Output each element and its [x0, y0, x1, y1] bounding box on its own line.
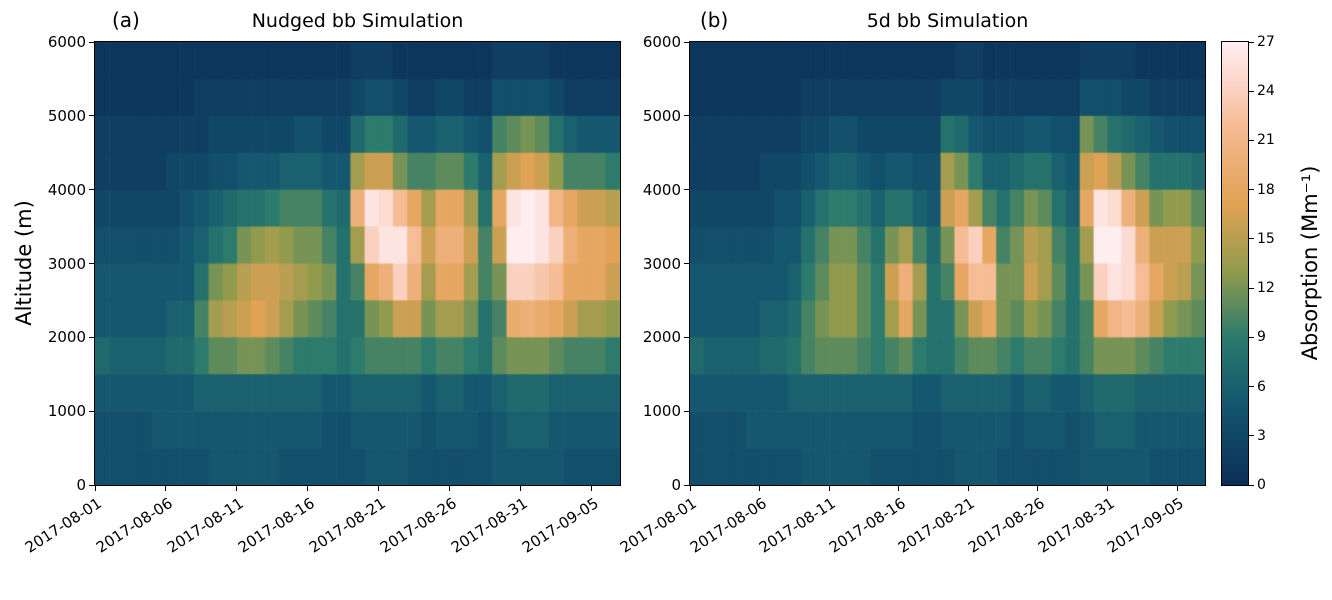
y-tick-mark [89, 115, 94, 117]
y-tick-label: 3000 [47, 254, 86, 273]
x-tick-label: 2017-08-16 [234, 494, 318, 557]
colorbar-label: Absorption (Mm⁻¹) [1298, 165, 1322, 361]
colorbar-tick-label: 18 [1257, 181, 1275, 198]
y-tick-mark [89, 263, 94, 264]
x-tick-mark [520, 486, 522, 491]
panel-a-title: Nudged bb Simulation [251, 10, 464, 32]
x-tick-mark [689, 486, 691, 491]
x-tick-label: 2017-08-31 [1034, 494, 1118, 557]
colorbar-tick-label: 15 [1257, 230, 1275, 247]
heatmap-canvas-a [95, 42, 620, 485]
colorbar-tick-label: 3 [1257, 427, 1266, 444]
y-tick-label: 1000 [47, 402, 86, 421]
y-tick-mark [89, 189, 94, 191]
y-tick-label: 5000 [642, 106, 681, 125]
colorbar-tick-label: 21 [1257, 132, 1275, 149]
y-tick-label: 0 [671, 476, 681, 494]
x-tick-mark [967, 486, 969, 491]
colorbar-tick-mark [1249, 139, 1254, 141]
y-tick-mark [684, 41, 689, 43]
x-tick-label: 2017-08-31 [447, 494, 531, 557]
x-tick-mark [94, 486, 96, 491]
y-tick-mark [89, 410, 94, 412]
y-tick-label: 6000 [642, 33, 681, 51]
y-tick-label: 2000 [642, 328, 681, 347]
colorbar-tick-mark [1249, 41, 1254, 43]
x-tick-mark [449, 486, 451, 491]
x-tick-mark [236, 486, 238, 491]
y-tick-mark [684, 336, 689, 338]
x-tick-mark [307, 486, 309, 491]
x-tick-label: 2017-08-01 [616, 494, 700, 557]
y-tick-label: 1000 [642, 402, 681, 421]
x-tick-label: 2017-09-05 [1104, 494, 1187, 557]
colorbar-tick-mark [1249, 336, 1254, 338]
y-tick-mark [89, 41, 94, 43]
x-tick-mark [1037, 486, 1039, 491]
x-tick-label: 2017-08-21 [305, 494, 389, 557]
colorbar-tick-mark [1249, 189, 1254, 191]
colorbar-tick-mark [1249, 90, 1254, 92]
panel-b-title: 5d bb Simulation [866, 10, 1029, 32]
colorbar-tick-label: 6 [1257, 378, 1266, 395]
y-tick-label: 4000 [642, 180, 681, 199]
y-tick-mark [684, 484, 689, 486]
colorbar-tick-label: 12 [1257, 280, 1275, 297]
colorbar-tick-label: 27 [1257, 34, 1275, 50]
y-tick-mark [89, 336, 94, 338]
x-tick-mark [1107, 486, 1109, 491]
y-tick-mark [89, 484, 94, 486]
y-tick-mark [684, 410, 689, 412]
x-tick-label: 2017-08-26 [964, 494, 1048, 557]
colorbar-tick-label: 24 [1257, 83, 1275, 100]
colorbar-tick-mark [1249, 435, 1254, 437]
y-tick-label: 2000 [47, 328, 86, 347]
x-tick-mark [165, 486, 167, 491]
x-tick-label: 2017-08-06 [686, 494, 770, 557]
colorbar-tick-mark [1249, 484, 1254, 486]
colorbar-tick-mark [1249, 386, 1254, 388]
panel-b-label: (b) [700, 8, 729, 32]
x-tick-label: 2017-08-01 [21, 494, 105, 557]
heatmap-panel-b [689, 41, 1206, 486]
x-tick-mark [759, 486, 761, 491]
colorbar-tick-mark [1249, 238, 1254, 240]
colorbar-tick-mark [1249, 287, 1254, 289]
y-tick-mark [684, 189, 689, 191]
x-tick-mark [591, 486, 593, 491]
y-tick-label: 4000 [47, 180, 86, 199]
y-tick-label: 5000 [47, 106, 86, 125]
y-tick-label: 3000 [642, 254, 681, 273]
colorbar-tick-label: 0 [1257, 477, 1266, 493]
y-tick-label: 0 [76, 476, 86, 494]
x-tick-mark [1176, 486, 1178, 491]
y-tick-label: 6000 [47, 33, 86, 51]
colorbar-canvas [1222, 42, 1248, 485]
colorbar [1221, 41, 1249, 486]
x-tick-label: 2017-08-16 [825, 494, 909, 557]
x-tick-mark [898, 486, 900, 491]
x-tick-mark [378, 486, 380, 491]
x-tick-label: 2017-08-21 [895, 494, 979, 557]
x-tick-label: 2017-08-06 [92, 494, 176, 557]
colorbar-tick-label: 9 [1257, 329, 1266, 346]
y-tick-mark [684, 263, 689, 264]
x-tick-label: 2017-09-05 [518, 494, 602, 557]
x-tick-label: 2017-08-11 [756, 494, 839, 557]
x-tick-label: 2017-08-11 [163, 494, 247, 557]
x-tick-mark [828, 486, 830, 491]
heatmap-canvas-b [690, 42, 1205, 485]
heatmap-panel-a [94, 41, 621, 486]
y-tick-mark [684, 115, 689, 117]
panel-a-label: (a) [112, 8, 140, 32]
x-tick-label: 2017-08-26 [376, 494, 460, 557]
